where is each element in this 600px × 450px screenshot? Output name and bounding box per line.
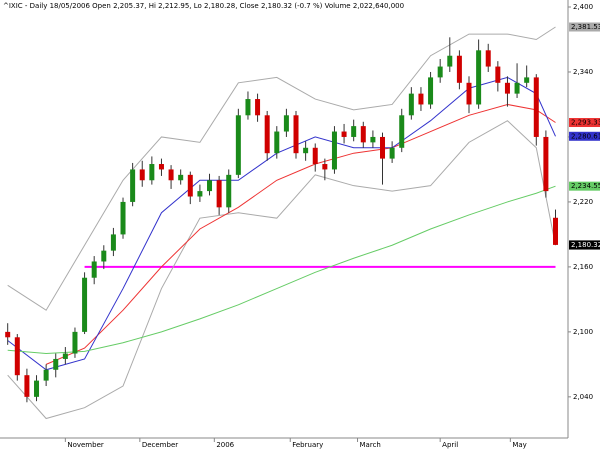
candle-body xyxy=(187,174,193,197)
candle-body xyxy=(110,234,116,251)
candle-body xyxy=(34,380,40,397)
candle-body xyxy=(245,99,251,116)
x-tick-label: November xyxy=(67,441,104,449)
x-tick-label: March xyxy=(360,441,381,449)
candle-body xyxy=(216,180,222,208)
y-tick-label: 2,340 xyxy=(573,68,593,76)
candle-body xyxy=(139,169,145,181)
price-label-box xyxy=(569,118,600,128)
indicator-line xyxy=(7,120,556,420)
price-label: 2,234.55 xyxy=(571,182,600,190)
x-tick-label: 2006 xyxy=(216,441,234,449)
candle-body xyxy=(504,82,510,94)
chart-title: ^IXIC - Daily 18/05/2006 Open 2,205.37, … xyxy=(3,2,404,10)
price-label: 2,381.53 xyxy=(571,23,600,31)
candle-body xyxy=(341,131,347,137)
candle-body xyxy=(62,353,68,359)
candle-body xyxy=(24,375,30,397)
x-tick-label: December xyxy=(142,441,178,449)
candle-body xyxy=(197,191,203,197)
candle-body xyxy=(293,115,299,154)
x-tick-label: February xyxy=(292,441,323,449)
candle-body xyxy=(389,147,395,159)
candle-body xyxy=(456,55,462,83)
price-label: 2,293.33 xyxy=(571,119,600,127)
price-label-box xyxy=(569,22,600,32)
close-label-box xyxy=(569,240,600,250)
y-tick-label: 2,160 xyxy=(573,263,593,271)
candle-body xyxy=(485,50,491,67)
candle-body xyxy=(447,55,453,67)
candle-body xyxy=(168,169,174,181)
candle-body xyxy=(360,126,366,143)
candle-body xyxy=(533,77,539,137)
candle-body xyxy=(476,50,482,105)
candle-body xyxy=(399,115,405,148)
candle-body xyxy=(495,66,501,83)
indicator-line xyxy=(7,26,556,311)
price-label-box xyxy=(569,131,600,141)
candle-body xyxy=(264,115,270,154)
candle-body xyxy=(101,250,107,262)
candle-body xyxy=(553,217,559,245)
x-tick-label: May xyxy=(512,441,526,449)
candle-body xyxy=(437,66,443,78)
candle-body xyxy=(283,115,289,132)
candle-body xyxy=(178,174,184,181)
x-tick-label: April xyxy=(442,441,458,449)
candle-body xyxy=(14,337,20,376)
candle-body xyxy=(149,164,155,181)
candle-body xyxy=(303,147,309,154)
candle-body xyxy=(351,126,357,137)
y-tick-label: 2,100 xyxy=(573,328,593,336)
candle-body xyxy=(130,169,136,202)
candle-body xyxy=(207,180,213,192)
y-tick-label: 2,220 xyxy=(573,198,593,206)
y-tick-label: 2,040 xyxy=(573,393,593,401)
price-label-box xyxy=(569,181,600,191)
candle-body xyxy=(408,93,414,116)
candle-body xyxy=(5,331,11,338)
candle-body xyxy=(466,82,472,105)
price-label: 2,280.61 xyxy=(571,132,600,140)
candle-body xyxy=(543,136,549,192)
candle-body xyxy=(312,147,318,165)
close-label: 2,180.32 xyxy=(571,241,600,249)
candle-body xyxy=(53,358,59,370)
candle-body xyxy=(82,277,88,332)
candle-body xyxy=(72,331,78,354)
candle-body xyxy=(274,131,280,154)
candle-body xyxy=(235,115,241,175)
candle-body xyxy=(91,261,97,278)
indicator-line xyxy=(7,185,556,355)
candle-body xyxy=(331,131,337,170)
candle-body xyxy=(43,369,49,381)
candle-body xyxy=(158,164,164,170)
candle-body xyxy=(428,77,434,105)
candle-body xyxy=(370,136,376,143)
candle-body xyxy=(255,99,261,116)
candle-body xyxy=(322,164,328,170)
y-tick-label: 2,400 xyxy=(573,3,593,11)
candle-body xyxy=(524,77,530,83)
candle-body xyxy=(226,174,232,208)
candle-body xyxy=(380,136,386,159)
candle-body xyxy=(418,93,424,105)
candle-body xyxy=(120,201,126,235)
candle-body xyxy=(514,82,520,94)
